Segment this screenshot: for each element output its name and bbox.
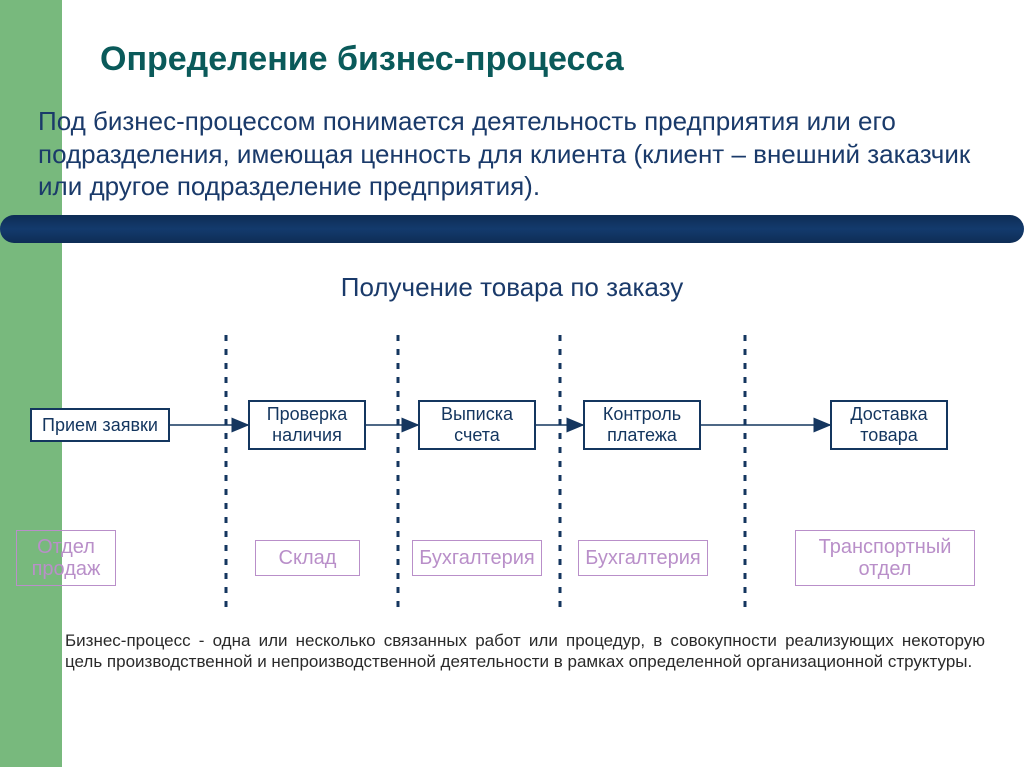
separator-bar	[0, 215, 1024, 243]
process-step: Проверка наличия	[248, 400, 366, 450]
diagram-title: Получение товара по заказу	[0, 272, 1024, 303]
department-box: Бухгалтерия	[412, 540, 542, 576]
process-step: Прием заявки	[30, 408, 170, 442]
process-step: Выписка счета	[418, 400, 536, 450]
department-box: Транспортный отдел	[795, 530, 975, 586]
department-box: Бухгалтерия	[578, 540, 708, 576]
page-title: Определение бизнес-процесса	[100, 40, 624, 79]
footer-definition: Бизнес-процесс - одна или несколько связ…	[65, 630, 985, 673]
department-box: Склад	[255, 540, 360, 576]
department-box: Отдел продаж	[16, 530, 116, 586]
intro-paragraph: Под бизнес-процессом понимается деятельн…	[38, 105, 978, 203]
process-step: Доставка товара	[830, 400, 948, 450]
process-step: Контроль платежа	[583, 400, 701, 450]
